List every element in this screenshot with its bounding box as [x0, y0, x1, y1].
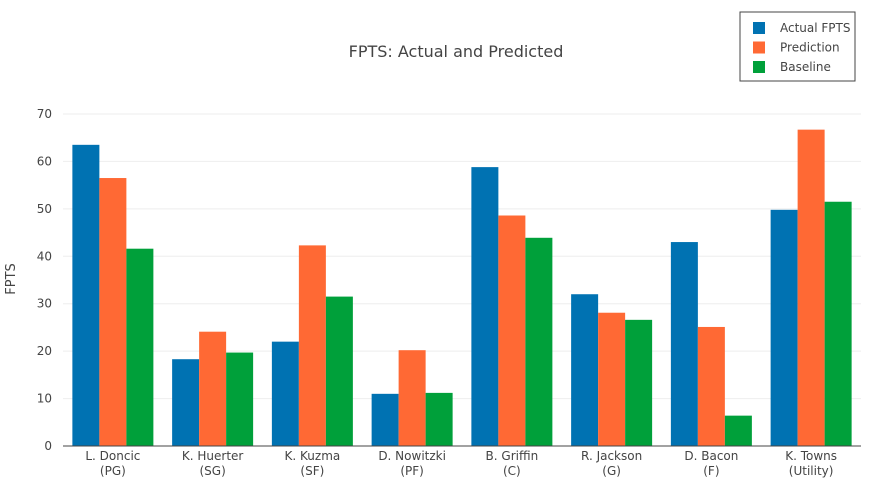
x-tick-label: K. Kuzma (SF) [285, 449, 341, 478]
bar-actual-fpts[interactable] [371, 393, 399, 446]
x-tick-label: R. Jackson (G) [581, 449, 642, 478]
bar-prediction[interactable] [498, 215, 526, 446]
legend-label[interactable]: Prediction [780, 41, 840, 55]
bar-actual-fpts[interactable] [172, 359, 200, 446]
grid-layer [63, 113, 861, 400]
bar-prediction[interactable] [298, 245, 326, 446]
bar-prediction[interactable] [697, 326, 725, 446]
x-tick-label: D. Nowitzki (PF) [378, 449, 446, 478]
bar-baseline[interactable] [724, 415, 752, 446]
legend-swatch[interactable] [753, 61, 765, 73]
legend-swatch[interactable] [753, 22, 765, 34]
bar-actual-fpts[interactable] [471, 167, 499, 446]
y-tick-label: 20 [37, 344, 52, 358]
bar-actual-fpts[interactable] [770, 209, 798, 446]
bar-prediction[interactable] [199, 331, 227, 446]
legend-label[interactable]: Baseline [780, 60, 831, 74]
x-tick-label: B. Griffin (C) [486, 449, 539, 478]
y-tick-label: 10 [37, 392, 52, 406]
x-tick-label: K. Huerter (SG) [182, 449, 244, 478]
x-tick-label: K. Towns (Utility) [785, 449, 837, 478]
y-tick-label: 0 [44, 439, 52, 453]
bar-baseline[interactable] [325, 296, 353, 446]
x-tick-label: L. Doncic (PG) [85, 449, 140, 478]
bar-prediction[interactable] [797, 129, 825, 446]
y-tick-label: 60 [37, 154, 52, 168]
bar-baseline[interactable] [625, 319, 653, 446]
bar-actual-fpts[interactable] [670, 242, 698, 446]
y-tick-label: 40 [37, 249, 52, 263]
bar-actual-fpts[interactable] [571, 294, 599, 446]
axis-layer: 0 10 20 30 40 50 60 70 L. Doncic (PG) K. Huerter (S… [37, 107, 861, 478]
y-tick-label: 30 [37, 297, 52, 311]
legend[interactable]: Actual FPTS Prediction Baseline [739, 11, 856, 82]
y-tick-label: 50 [37, 202, 52, 216]
x-tick-label: D. Bacon (F) [684, 449, 738, 478]
bar-prediction[interactable] [598, 312, 626, 446]
y-tick-label: 70 [37, 107, 52, 121]
bar-prediction[interactable] [99, 178, 127, 446]
legend-swatch[interactable] [753, 41, 765, 54]
bar-baseline[interactable] [226, 352, 254, 446]
bar-actual-fpts[interactable] [271, 341, 299, 446]
bar-baseline[interactable] [525, 237, 553, 446]
legend-items: Actual FPTS Prediction Baseline [753, 21, 851, 74]
legend-label[interactable]: Actual FPTS [780, 21, 851, 35]
bar-baseline[interactable] [126, 248, 154, 446]
bar-actual-fpts[interactable] [72, 144, 100, 447]
y-axis-title: FPTS [4, 263, 19, 295]
bar-baseline[interactable] [824, 201, 852, 446]
chart-title: FPTS: Actual and Predicted [349, 42, 564, 61]
bars-layer [72, 129, 852, 447]
bar-prediction[interactable] [398, 350, 426, 446]
bar-baseline[interactable] [425, 392, 453, 446]
